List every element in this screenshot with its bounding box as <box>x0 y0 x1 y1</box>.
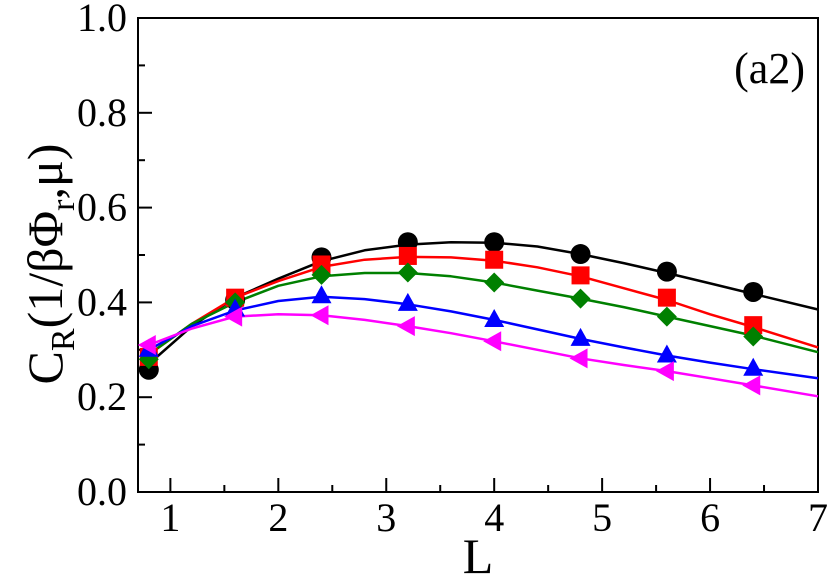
series-4-point <box>743 357 764 376</box>
series-3-point <box>484 272 505 293</box>
series-2-point <box>657 288 676 307</box>
series-2-point <box>571 266 590 285</box>
series-3-point <box>656 306 677 327</box>
series-5-line <box>148 313 819 398</box>
y-axis-title-sub2: r <box>45 199 82 211</box>
series-4-point <box>311 285 332 304</box>
x-axis-title: L <box>463 528 494 580</box>
series-4-point <box>397 292 418 311</box>
series-2-line <box>148 255 819 356</box>
x-tick-label: 5 <box>592 495 612 540</box>
y-axis-title-base: C <box>17 351 73 384</box>
y-tick-label: 0.2 <box>77 374 127 419</box>
series-5-point <box>483 331 502 352</box>
y-tick-label: 0.8 <box>77 90 127 135</box>
series-5-point <box>310 305 329 326</box>
series-4-point <box>656 344 677 363</box>
series-4-point <box>484 308 505 327</box>
series-2-point <box>485 250 504 269</box>
series-3-point <box>743 326 764 347</box>
series-5-point <box>224 306 243 327</box>
series-2-point <box>398 246 417 265</box>
y-tick-label: 0.6 <box>77 185 127 230</box>
series-4-point <box>570 327 591 346</box>
x-tick-label: 1 <box>160 495 180 540</box>
series-2-point <box>312 255 331 274</box>
plot-frame <box>137 17 819 493</box>
x-axis: 1 2 3 4 5 6 7 <box>160 478 828 540</box>
series-5-point <box>396 316 415 337</box>
series-3-line <box>148 271 819 356</box>
x-tick-label: 4 <box>484 495 504 540</box>
y-tick-label: 0.4 <box>77 279 127 324</box>
series-4-line <box>148 295 819 380</box>
series-5-point <box>569 348 588 369</box>
series-curves <box>147 240 819 398</box>
series-1-point <box>743 281 764 302</box>
series-5-point <box>742 375 761 396</box>
series-3-point <box>397 262 418 283</box>
x-tick-label: 6 <box>700 495 720 540</box>
series-1-point <box>570 244 591 265</box>
series-markers <box>137 232 764 396</box>
series-5-point <box>655 361 674 382</box>
series-1-point <box>656 261 677 282</box>
series-2-point <box>744 316 763 335</box>
y-axis-title-sub1: R <box>45 328 82 351</box>
y-axis-title-end: ,μ) <box>17 144 73 200</box>
x-tick-label: 3 <box>376 495 396 540</box>
series-5-point <box>137 335 156 356</box>
series-3-point <box>311 264 332 285</box>
y-tick-label: 1.0 <box>77 0 127 40</box>
y-axis-title: CR(1/βΦr,μ) <box>17 144 82 385</box>
y-tick-label: 0.0 <box>77 469 127 514</box>
x-tick-label: 7 <box>808 495 828 540</box>
y-axis: 0.0 0.2 0.4 0.6 0.8 1.0 <box>77 0 152 514</box>
y-axis-title-mid: (1/βΦ <box>17 211 73 329</box>
series-1-point <box>484 232 505 253</box>
x-tick-label: 2 <box>268 495 288 540</box>
panel-label: (a2) <box>734 44 805 93</box>
series-3-point <box>570 288 591 309</box>
